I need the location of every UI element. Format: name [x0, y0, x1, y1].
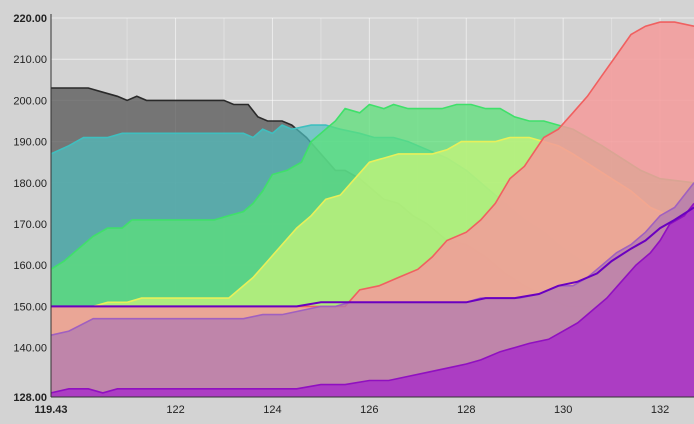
y-tick-label: 190.00 — [13, 137, 47, 149]
y-tick-label: 180.00 — [13, 178, 47, 190]
series-areas — [50, 21, 694, 397]
y-tick-label: 220.00 — [13, 13, 47, 25]
y-tick-label: 200.00 — [13, 95, 47, 107]
x-tick-label: 128 — [457, 404, 475, 416]
series-3-line — [50, 103, 694, 270]
axes — [50, 14, 694, 398]
series-7-line — [50, 202, 694, 394]
y-tick-label: 128.00 — [13, 392, 47, 404]
x-tick-label: 122 — [166, 404, 184, 416]
y-tick-labels: 128.00 140.00 150.00 160.00 170.00 180.00 190.… — [13, 13, 47, 404]
x-tick-label: 119.43 — [34, 404, 67, 416]
y-tick-label: 150.00 — [13, 301, 47, 313]
x-tick-labels: 119.43 122 124 126 128 130 132 — [34, 404, 669, 416]
x-tick-label: 132 — [651, 404, 669, 416]
y-tick-label: 170.00 — [13, 219, 47, 231]
y-tick-label: 210.00 — [13, 54, 47, 66]
series-5-line — [51, 21, 694, 308]
x-tick-label: 130 — [554, 404, 572, 416]
y-tick-label: 160.00 — [13, 260, 47, 272]
x-tick-label: 124 — [263, 404, 281, 416]
x-tick-label: 126 — [360, 404, 378, 416]
series-7-area — [51, 203, 694, 397]
y-tick-label: 140.00 — [13, 343, 47, 355]
series-line-purple — [51, 206, 694, 308]
